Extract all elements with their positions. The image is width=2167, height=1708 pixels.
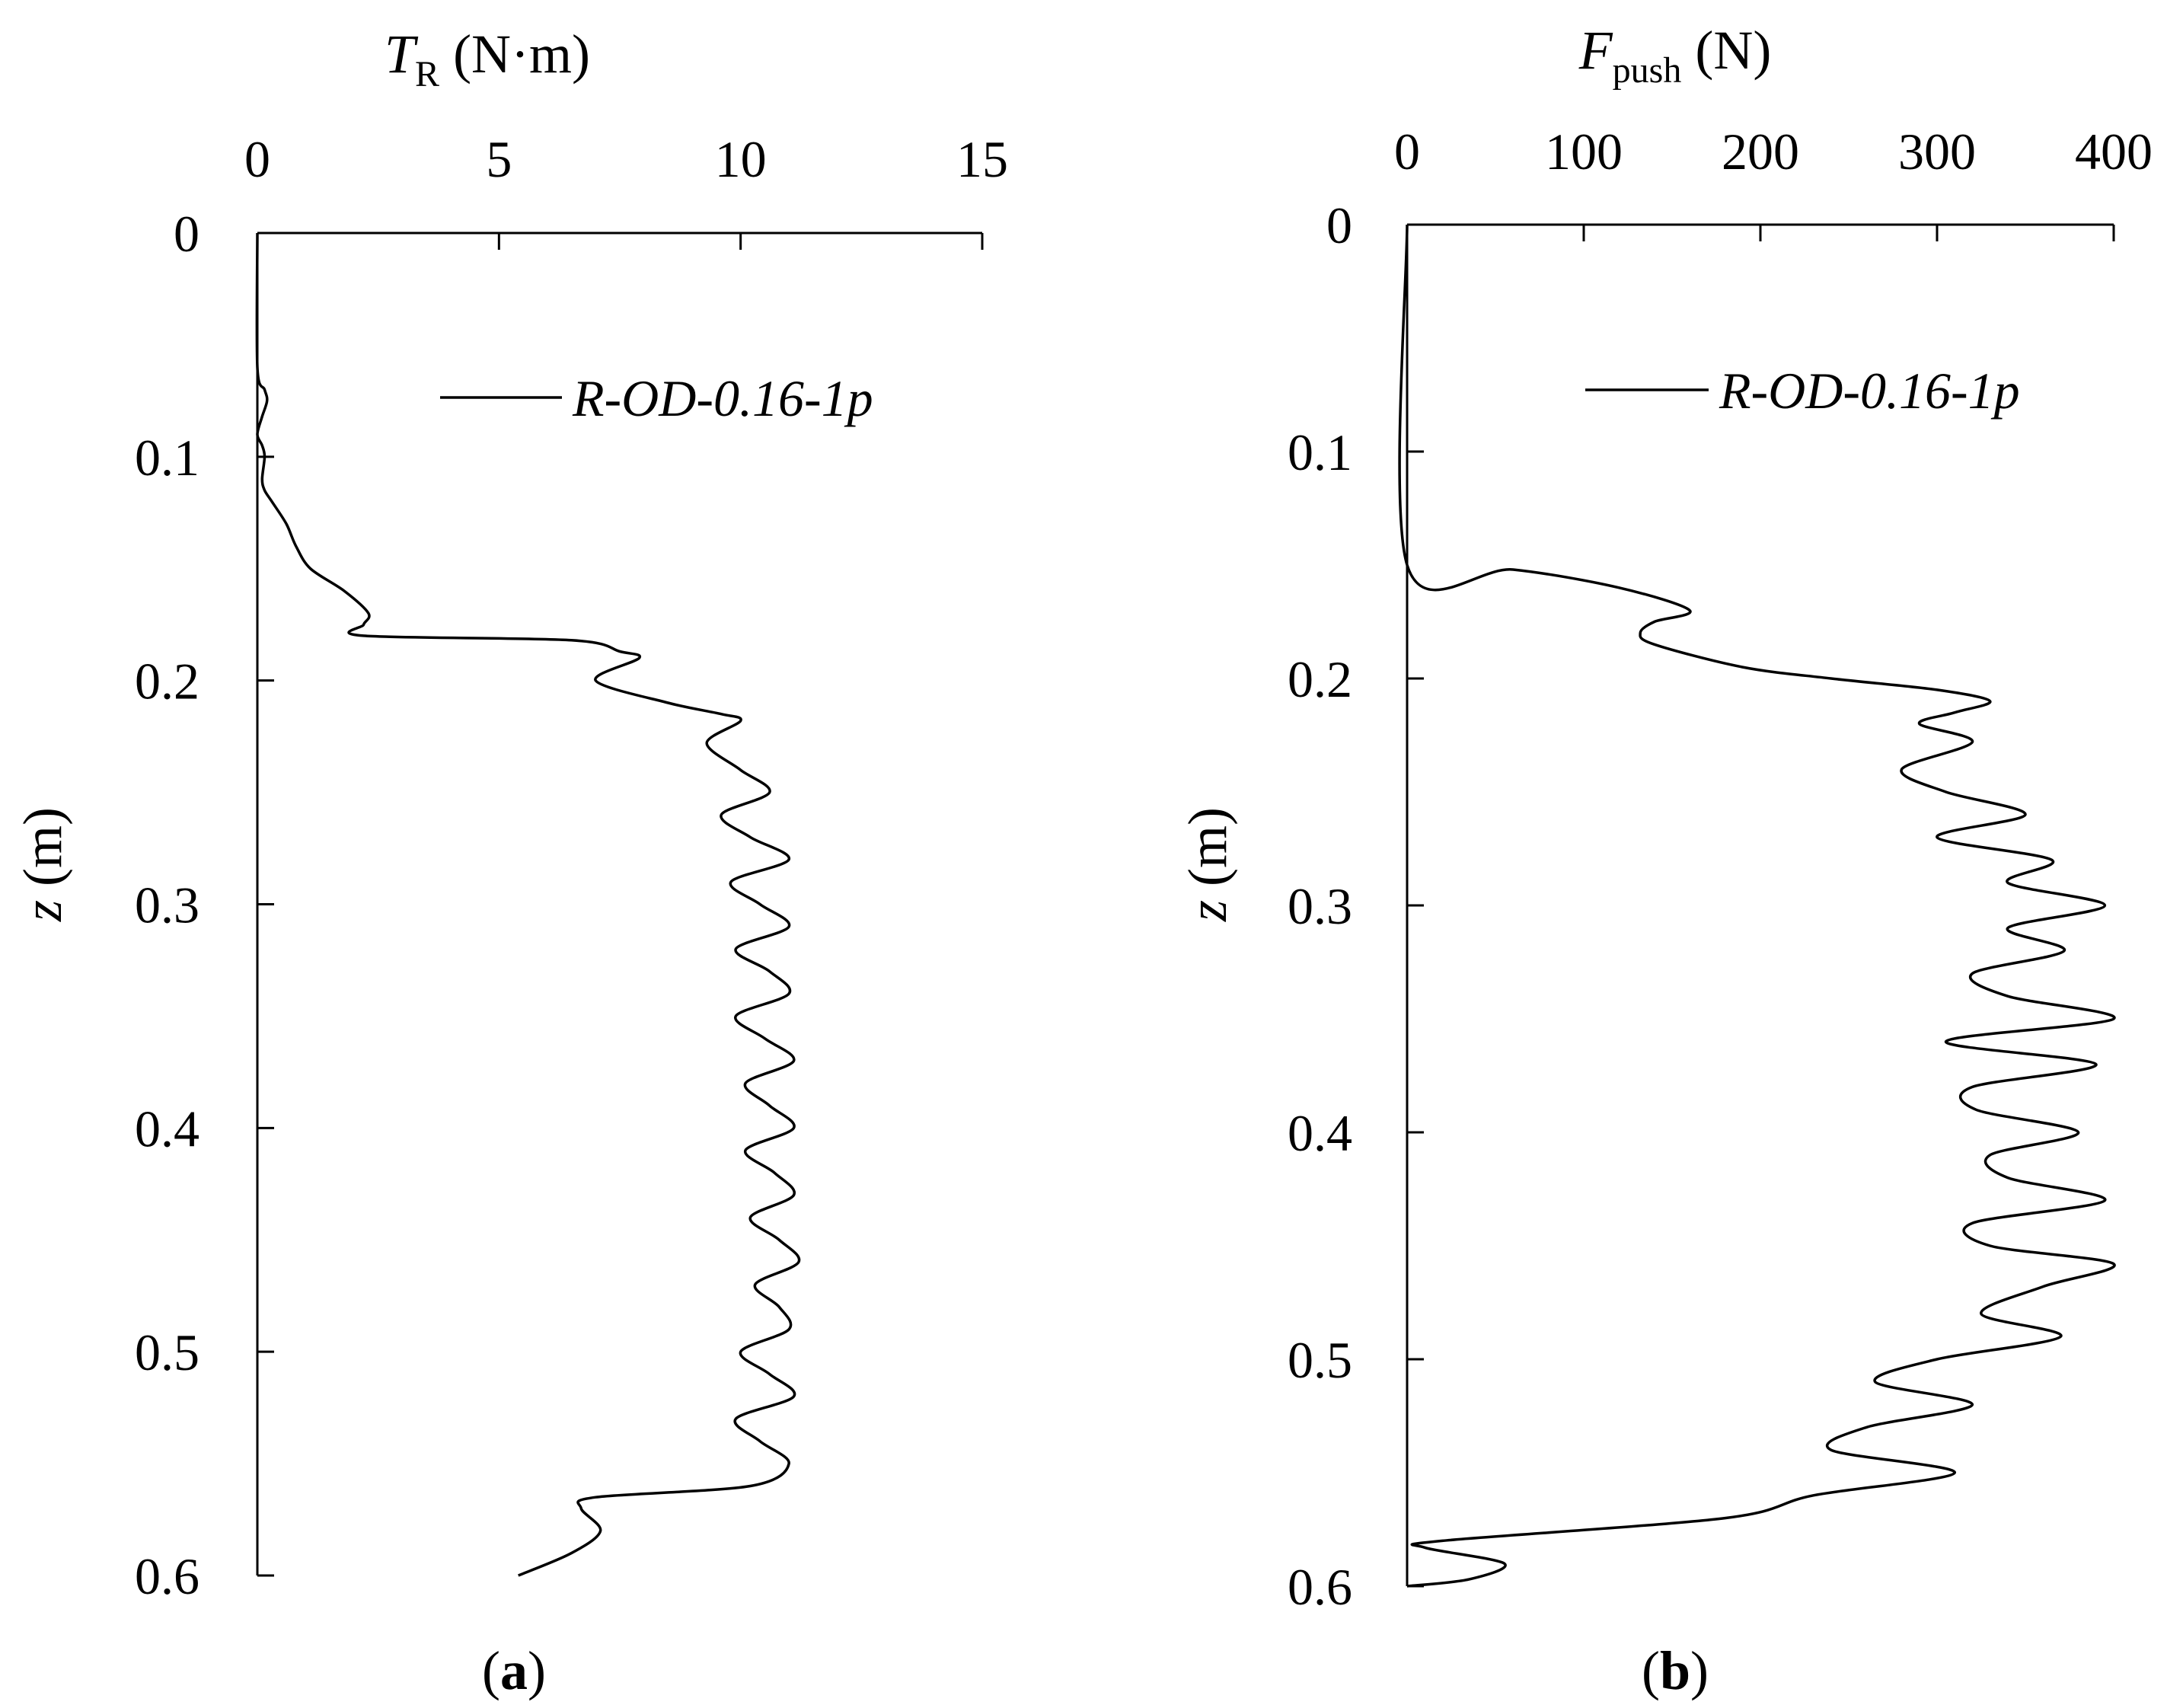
y-tick-label: 0.1 (1288, 423, 1352, 481)
x-title-unit: (N) (1681, 20, 1771, 81)
y-tick-label: 0.6 (1288, 1558, 1352, 1616)
x-tick-label: 0 (1394, 123, 1420, 180)
y-tick-label: 0.2 (135, 653, 199, 710)
x-title-subscript: push (1613, 50, 1682, 91)
x-tick-label: 300 (1898, 123, 1976, 180)
panel-label-open: ( (482, 1640, 500, 1701)
x-tick-label: 400 (2075, 123, 2153, 180)
y-title-symbol: z (12, 900, 73, 922)
y-tick-label: 0.4 (135, 1100, 199, 1157)
panel-a: TR (N·m) z (m) 0 5 10 15 0 0.1 0.2 0.3 0.4 0.5 0.… (12, 24, 1008, 1701)
y-axis-title: z (m) (1177, 807, 1238, 922)
y-tick-label: 0.5 (135, 1323, 199, 1381)
legend: R-OD-0.16-1p (1585, 362, 2020, 420)
x-tick-label: 0 (244, 130, 270, 188)
y-ticks: 0 0.1 0.2 0.3 0.4 0.5 0.6 (1288, 196, 1424, 1616)
y-tick-label: 0 (174, 205, 199, 263)
panel-label-letter: a (500, 1640, 528, 1701)
x-axis-title: Fpush (N) (1578, 20, 1772, 91)
y-tick-label: 0.2 (1288, 650, 1352, 708)
x-tick-label: 10 (715, 130, 767, 188)
y-title-unit: (m) (12, 807, 73, 900)
y-title-unit: (m) (1177, 807, 1238, 900)
legend: R-OD-0.16-1p (440, 369, 873, 427)
x-ticks: 0 5 10 15 (244, 130, 1008, 250)
panel-label-close: ) (1690, 1640, 1709, 1701)
x-ticks: 0 100 200 300 400 (1394, 123, 2153, 241)
legend-label: R-OD-0.16-1p (572, 369, 873, 427)
x-tick-label: 200 (1722, 123, 1799, 180)
y-title-symbol: z (1177, 900, 1238, 922)
y-tick-label: 0.6 (135, 1547, 199, 1605)
panel-label-close: ) (528, 1640, 546, 1701)
x-tick-label: 5 (486, 130, 512, 188)
x-title-symbol: T (385, 24, 419, 85)
panel-label-letter: b (1660, 1640, 1690, 1701)
panel-label: (a) (482, 1640, 546, 1701)
panel-b: Fpush (N) z (m) 0 100 200 300 400 0 0.1 0.2 0.3… (1177, 20, 2153, 1701)
series-line-r-od-0.16-1p (255, 232, 801, 1577)
legend-label: R-OD-0.16-1p (1719, 362, 2020, 420)
y-tick-label: 0.1 (135, 429, 199, 487)
x-axis-title: TR (N·m) (385, 24, 590, 94)
x-tick-label: 15 (956, 130, 1008, 188)
y-tick-label: 0.4 (1288, 1104, 1352, 1162)
x-title-symbol: F (1578, 20, 1613, 81)
y-tick-label: 0.5 (1288, 1331, 1352, 1389)
y-tick-label: 0.3 (1288, 877, 1352, 935)
series-line-r-od-0.16-1p (1398, 224, 2116, 1588)
y-ticks: 0 0.1 0.2 0.3 0.4 0.5 0.6 (135, 205, 274, 1605)
x-title-unit: (N·m) (439, 24, 590, 85)
x-title-subscript: R (415, 54, 439, 94)
panel-label: (b) (1642, 1640, 1709, 1701)
y-axis-title: z (m) (12, 807, 73, 922)
y-tick-label: 0.3 (135, 876, 199, 934)
x-tick-label: 100 (1545, 123, 1623, 180)
y-tick-label: 0 (1326, 196, 1352, 254)
panel-label-open: ( (1642, 1640, 1660, 1701)
